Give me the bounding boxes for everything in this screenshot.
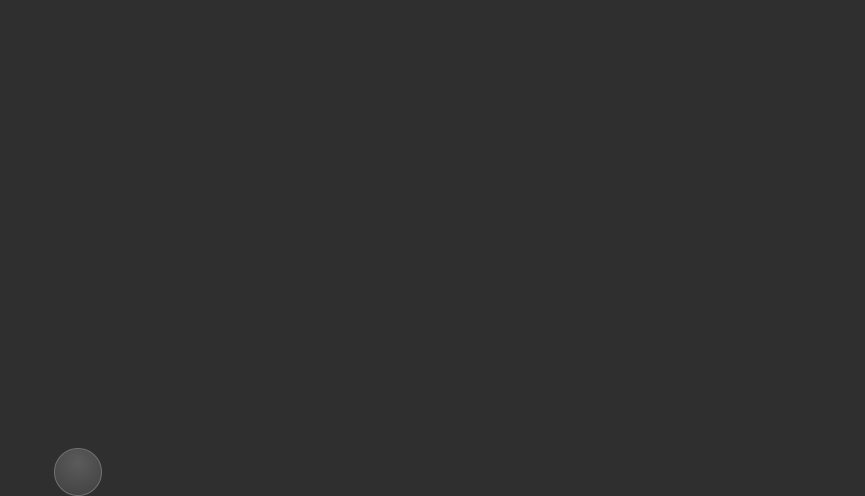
- scalar-chart-card: [54, 448, 102, 496]
- fab-button[interactable]: [54, 448, 102, 496]
